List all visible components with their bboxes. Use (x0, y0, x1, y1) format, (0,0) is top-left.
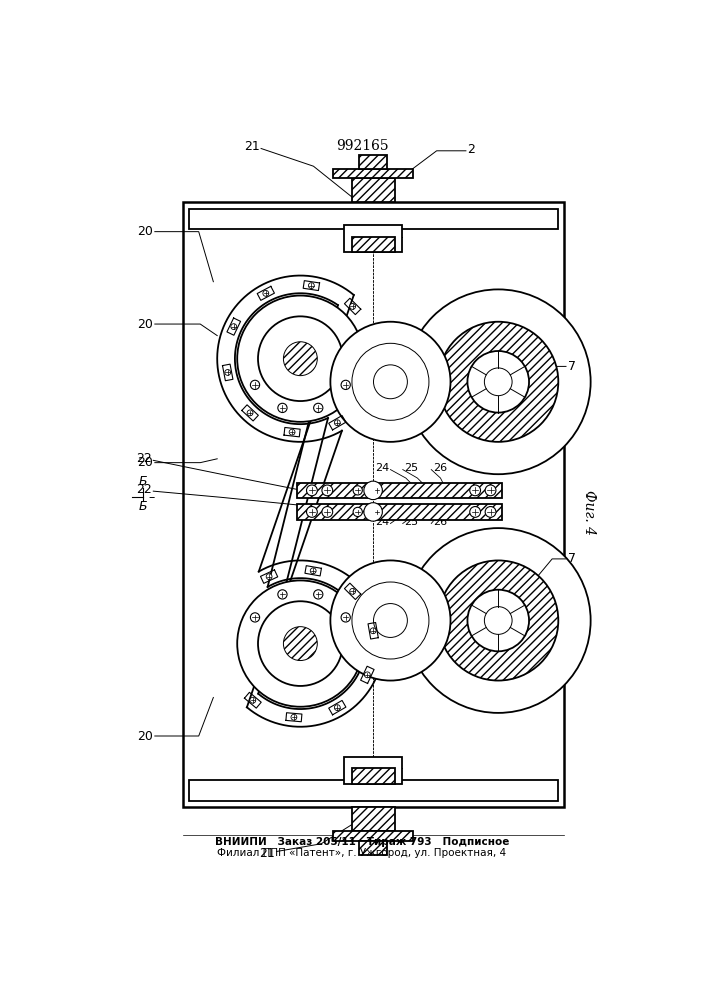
Circle shape (267, 574, 272, 580)
Circle shape (373, 365, 407, 399)
Circle shape (310, 568, 316, 574)
Circle shape (484, 368, 512, 396)
Circle shape (278, 590, 287, 599)
Circle shape (314, 590, 323, 599)
Circle shape (330, 560, 450, 681)
Bar (344, 757, 402, 784)
Text: Б: Б (138, 500, 147, 513)
Bar (296, 504, 502, 520)
Circle shape (341, 380, 350, 389)
Text: 20: 20 (137, 730, 153, 742)
Circle shape (485, 507, 496, 517)
Text: 25: 25 (404, 463, 419, 473)
Circle shape (322, 485, 333, 496)
Circle shape (314, 403, 323, 413)
Circle shape (250, 613, 259, 622)
Bar (351, 237, 395, 252)
Text: 25: 25 (404, 517, 419, 527)
Circle shape (263, 290, 269, 296)
Circle shape (406, 528, 590, 713)
Circle shape (364, 503, 382, 521)
Circle shape (350, 304, 356, 309)
Circle shape (334, 705, 340, 711)
Bar (359, 155, 387, 169)
Text: 992165: 992165 (336, 139, 388, 153)
Text: 26: 26 (433, 517, 447, 527)
Circle shape (469, 485, 481, 496)
Text: 7: 7 (568, 360, 575, 373)
Circle shape (258, 601, 343, 686)
Circle shape (284, 627, 317, 661)
Circle shape (467, 351, 529, 413)
Text: 26: 26 (433, 463, 447, 473)
Circle shape (307, 485, 317, 496)
Circle shape (238, 580, 363, 707)
Text: 21: 21 (259, 847, 275, 860)
Circle shape (469, 507, 481, 517)
Text: 20: 20 (137, 225, 153, 238)
Bar (344, 225, 402, 252)
Circle shape (322, 507, 333, 517)
Circle shape (373, 604, 407, 637)
Bar (333, 169, 413, 178)
Circle shape (258, 316, 343, 401)
Circle shape (484, 607, 512, 634)
Circle shape (373, 507, 382, 517)
Bar (189, 209, 558, 229)
Text: 24: 24 (375, 463, 389, 473)
Circle shape (284, 342, 317, 376)
Circle shape (364, 481, 382, 500)
Circle shape (289, 429, 295, 435)
Circle shape (438, 322, 559, 442)
Text: 2: 2 (467, 143, 475, 156)
Text: –: – (148, 491, 154, 504)
Bar (359, 841, 387, 855)
Circle shape (278, 403, 287, 413)
Text: Фиг. 4: Фиг. 4 (582, 490, 596, 535)
Circle shape (485, 485, 496, 496)
Bar (351, 807, 395, 831)
Circle shape (250, 697, 256, 703)
Circle shape (350, 588, 356, 594)
Circle shape (364, 672, 370, 678)
Circle shape (406, 289, 590, 474)
Bar (351, 768, 395, 784)
Text: ВНИИПИ   Заказ 205/11   Тираж 793   Подписное: ВНИИПИ Заказ 205/11 Тираж 793 Подписное (215, 837, 509, 847)
Bar (333, 831, 413, 841)
Circle shape (353, 507, 362, 517)
Text: 20: 20 (137, 456, 153, 469)
Bar (189, 780, 558, 801)
Circle shape (438, 560, 559, 681)
Bar (351, 178, 395, 202)
Text: 7: 7 (568, 552, 575, 565)
Circle shape (238, 296, 363, 422)
Text: 21: 21 (244, 140, 259, 153)
Circle shape (370, 628, 376, 634)
Circle shape (225, 370, 230, 375)
Circle shape (247, 410, 253, 416)
Circle shape (291, 714, 297, 720)
Text: 24: 24 (375, 517, 389, 527)
Circle shape (307, 507, 317, 517)
Bar (296, 483, 502, 498)
Text: 20: 20 (137, 318, 153, 331)
Circle shape (230, 324, 237, 330)
Bar (182, 202, 563, 807)
Circle shape (250, 380, 259, 389)
Circle shape (341, 613, 350, 622)
Text: Б: Б (138, 475, 147, 488)
Text: 22: 22 (136, 483, 152, 496)
Circle shape (467, 590, 529, 651)
Circle shape (352, 343, 429, 420)
Circle shape (330, 322, 450, 442)
Circle shape (353, 486, 362, 495)
Circle shape (373, 486, 382, 495)
Circle shape (352, 582, 429, 659)
Circle shape (334, 420, 340, 426)
Circle shape (308, 283, 315, 289)
Text: 22: 22 (136, 452, 152, 465)
Text: Филиал ППП «Патент», г. Ужгород, ул. Проектная, 4: Филиал ППП «Патент», г. Ужгород, ул. Про… (217, 848, 506, 858)
